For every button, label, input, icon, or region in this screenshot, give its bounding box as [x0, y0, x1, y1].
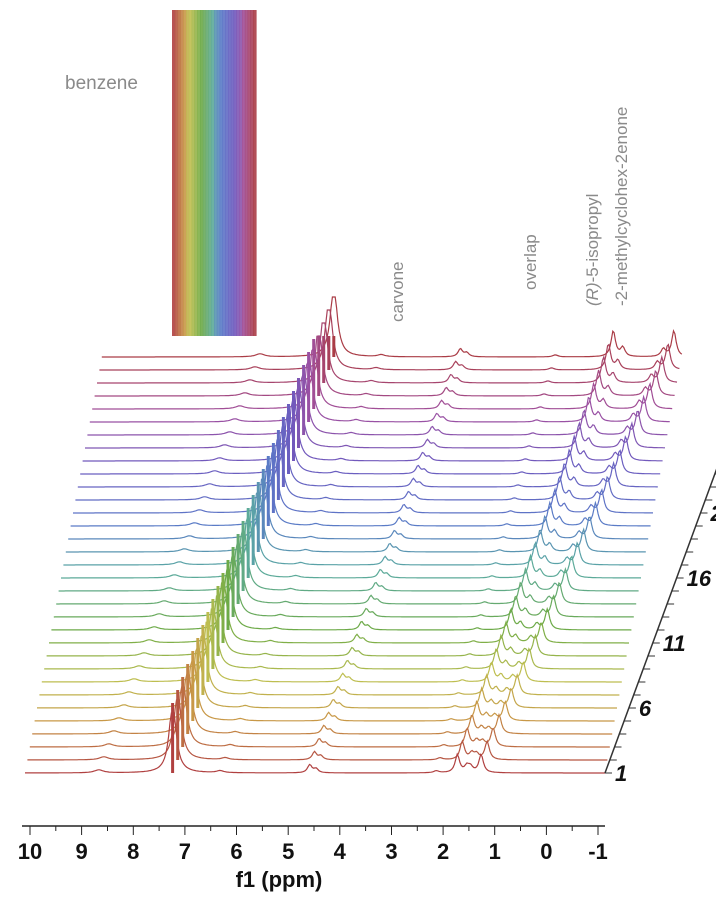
benzene-band-stripe [225, 10, 229, 336]
x-tick-label-5: 5 [282, 839, 294, 864]
spectrum-trace-4 [32, 673, 613, 735]
spectrum-trace-23 [77, 426, 658, 488]
benzene-band-stripe [244, 10, 249, 336]
x-tick-label-6: 6 [230, 839, 242, 864]
benzene-band-stripe [228, 10, 232, 336]
x-tick-label--1: -1 [588, 839, 608, 864]
spectrum-trace-31 [97, 322, 678, 384]
label-product-line1: (R)-5-isopropyl [583, 194, 602, 306]
x-tick-label-3: 3 [385, 839, 397, 864]
benzene-band-stripe [236, 10, 240, 336]
x-tick-label-7: 7 [179, 839, 191, 864]
label-benzene: benzene [65, 73, 138, 94]
benzene-band-stripe [174, 10, 179, 336]
spectrum-trace-15 [58, 530, 639, 592]
benzene-band-stripe [250, 10, 254, 336]
spectrum-trace-9 [44, 608, 625, 670]
benzene-band-stripe [230, 10, 235, 336]
spectrum-trace-13 [53, 556, 634, 618]
spectrum-trace-27 [87, 374, 668, 436]
spectrum-trace-1 [25, 712, 605, 774]
depth-tick-label-6: 6 [639, 696, 652, 721]
depth-tick-label-11: 11 [663, 631, 686, 656]
spectrum-trace-8 [41, 621, 622, 683]
spectrum-trace-7 [39, 634, 620, 696]
depth-tick-label-21: 21 [710, 501, 716, 526]
x-tick-label-9: 9 [75, 839, 87, 864]
benzene-band-stripe [200, 10, 204, 336]
benzene-off-scale-band [171, 10, 336, 773]
benzene-band-stripe [194, 10, 198, 336]
benzene-band-stripe [205, 10, 209, 336]
benzene-band-stripe [191, 10, 195, 336]
x-axis-label: f1 (ppm) [236, 867, 323, 892]
benzene-band-stripe [202, 10, 207, 336]
benzene-band-stripe [208, 10, 212, 336]
spectrum-trace-26 [85, 387, 665, 449]
benzene-band-stripe [239, 10, 243, 336]
benzene-band-stripe [214, 10, 218, 336]
spectrum-trace-20 [70, 465, 651, 527]
benzene-band-stripe [247, 10, 251, 336]
benzene-band-stripe [180, 10, 184, 336]
benzene-band-stripe [253, 10, 257, 336]
label-carvone: carvone [388, 262, 407, 322]
spectrum-trace-32 [99, 309, 680, 371]
spectrum-trace-29 [92, 348, 673, 410]
spectrum-trace-19 [68, 478, 649, 540]
spectrum-trace-16 [61, 517, 641, 579]
spectrum-trace-3 [29, 686, 610, 748]
spectrum-trace-25 [82, 400, 663, 462]
benzene-band-stripe [216, 10, 221, 336]
label-product-line2: -2-methylcyclohex-2enone [612, 107, 631, 306]
benzene-band-stripe [183, 10, 187, 336]
benzene-band-stripe [211, 10, 215, 336]
spectra-stack [25, 296, 683, 774]
benzene-band-stripe [242, 10, 246, 336]
spectrum-trace-17 [63, 504, 644, 566]
x-tick-label-2: 2 [437, 839, 449, 864]
spectrum-trace-14 [56, 543, 637, 605]
spectrum-trace-12 [51, 569, 632, 631]
benzene-band-stripe [172, 10, 176, 336]
x-tick-label-8: 8 [127, 839, 139, 864]
x-tick-label-10: 10 [18, 839, 42, 864]
x-tick-label-1: 1 [489, 839, 501, 864]
spectrum-trace-28 [89, 361, 670, 423]
benzene-band-stripe [177, 10, 181, 336]
benzene-band-stripe [188, 10, 193, 336]
depth-axis: 161116212631 [604, 468, 716, 786]
depth-tick-label-16: 16 [687, 566, 712, 591]
spectrum-trace-5 [34, 660, 615, 722]
x-axis: 10 9 8 7 6 5 4 3 2 1 0 -1 [18, 825, 608, 864]
spectrum-trace-11 [49, 582, 629, 644]
spectrum-trace-21 [73, 452, 653, 514]
benzene-band-stripe [222, 10, 226, 336]
benzene-band-stripe [197, 10, 201, 336]
spectrum-trace-33 [101, 296, 683, 358]
spectrum-trace-18 [65, 491, 646, 553]
x-tick-label-0: 0 [540, 839, 552, 864]
benzene-band-stripe [219, 10, 223, 336]
spectrum-trace-30 [94, 335, 675, 397]
spectrum-trace-22 [75, 439, 656, 501]
benzene-band-stripe [186, 10, 190, 336]
benzene-band-stripe [233, 10, 237, 336]
spectrum-trace-24 [80, 413, 661, 475]
depth-tick-label-1: 1 [615, 761, 627, 786]
spectrum-trace-6 [37, 647, 617, 709]
spectrum-trace-2 [27, 699, 608, 761]
label-overlap: overlap [521, 234, 540, 290]
x-tick-label-4: 4 [334, 839, 347, 864]
